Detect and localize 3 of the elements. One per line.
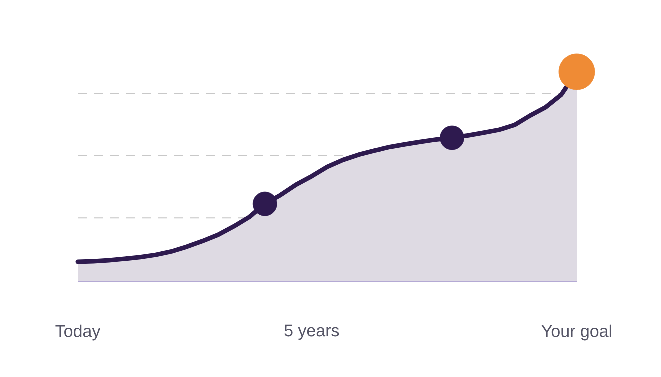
x-tick-label: Today bbox=[56, 324, 101, 341]
x-tick-label: 5 years bbox=[284, 324, 340, 340]
x-tick-label: Your goal bbox=[542, 324, 612, 341]
